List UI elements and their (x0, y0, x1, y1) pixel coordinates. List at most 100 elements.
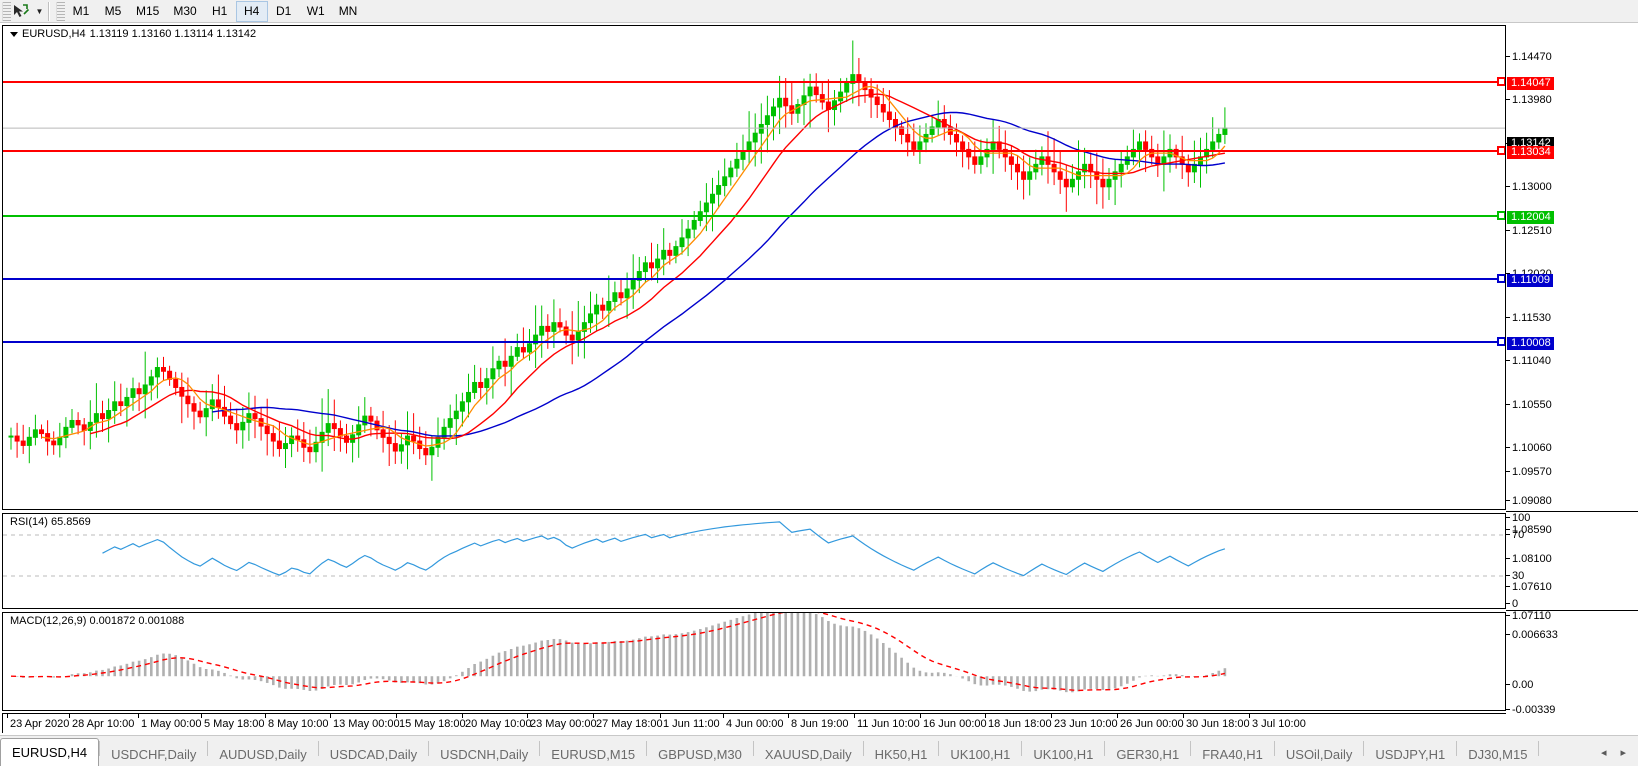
rsi-panel[interactable]: RSI(14) 65.8569 (2, 513, 1506, 609)
time-axis-label: 8 May 10:00 (268, 718, 329, 730)
price-panel[interactable]: EURUSD,H4 1.13119 1.13160 1.13114 1.1314… (2, 25, 1506, 510)
tab-scroll-right-icon[interactable]: ▸ (1620, 747, 1626, 759)
timeframe-button-h4[interactable]: H4 (235, 0, 268, 22)
candle-body (716, 185, 722, 195)
rsi-axis-tick: 30 (1506, 571, 1524, 582)
timeframe-button-h1[interactable]: H1 (212, 4, 228, 18)
timeframe-button-d1[interactable]: D1 (276, 4, 292, 18)
candle-body (447, 418, 453, 428)
chart-tab-hk50-h1[interactable]: HK50,H1 (874, 746, 928, 762)
rsi-svg (3, 521, 1505, 577)
price-axis-tick: 1.14470 (1506, 52, 1552, 63)
timeframe-button-m1[interactable]: M1 (72, 4, 90, 18)
candle-body (148, 376, 154, 386)
chart-tab-uk100-h1[interactable]: UK100,H1 (1033, 746, 1094, 762)
candle-body (667, 249, 673, 256)
candle-body (466, 391, 471, 403)
chart-tab-fra40-h1[interactable]: FRA40,H1 (1202, 746, 1263, 762)
chart-tab-usdcnh-daily[interactable]: USDCNH,Daily (440, 746, 529, 762)
candle-body (20, 440, 26, 446)
candle-body (539, 325, 545, 336)
tab-separator (99, 741, 101, 756)
price-tag-horizontal-line-red-upper[interactable]: 1.14047 (1507, 77, 1554, 90)
chart-tab-eurusd-m15[interactable]: EURUSD,M15 (551, 746, 636, 762)
candle-body (319, 431, 325, 443)
candle-body (368, 415, 374, 422)
price-axis[interactable]: 1.144701.139801.134901.130001.125101.120… (1506, 25, 1638, 716)
timeframe-drag-handle[interactable] (56, 1, 65, 21)
price-axis-tick: 1.13000 (1506, 182, 1552, 193)
tab-separator (539, 741, 541, 756)
candle-body (673, 246, 679, 256)
chart-tab-usdjpy-h1[interactable]: USDJPY,H1 (1375, 746, 1446, 762)
candle-body (874, 96, 880, 106)
candle-body (283, 443, 288, 450)
macd-plot[interactable] (3, 613, 1505, 710)
candle-body (234, 423, 240, 431)
candle-body (819, 94, 825, 103)
axis-divider-2 (1506, 610, 1638, 611)
candle-body (1021, 171, 1027, 180)
tab-separator (317, 741, 319, 756)
cursor-crosshair-icon[interactable] (11, 1, 33, 21)
tab-scroll-controls: ◂ ▸ (1601, 746, 1638, 766)
candle-body (411, 435, 417, 442)
timeframe-button-m15[interactable]: M15 (136, 4, 160, 18)
candle-body (136, 388, 142, 395)
candle-body (972, 156, 978, 165)
price-tag-horizontal-line-blue-lower[interactable]: 1.10008 (1507, 337, 1554, 350)
candle-body (197, 410, 203, 418)
time-axis-label: 3 Jul 10:00 (1252, 718, 1306, 730)
candle-body (441, 426, 447, 438)
chevron-down-icon[interactable]: ▼ (35, 6, 44, 16)
chart-tab-eurusd-h4[interactable]: EURUSD,H4 (0, 738, 100, 766)
price-axis-tick: 1.08590 (1506, 525, 1552, 536)
chart-tab-ger30-h1[interactable]: GER30,H1 (1116, 746, 1180, 762)
candle-body (398, 444, 404, 452)
candle-body (484, 378, 490, 388)
toolbar-drag-handle[interactable] (2, 1, 11, 21)
price-axis-tick: 1.07610 (1506, 582, 1552, 593)
price-plot[interactable] (3, 26, 1505, 509)
chart-tab-uk100-h1[interactable]: UK100,H1 (950, 746, 1011, 762)
price-tag-horizontal-line-red-lower[interactable]: 1.13034 (1507, 146, 1554, 159)
price-tag-horizontal-line-blue-upper[interactable]: 1.11009 (1507, 274, 1553, 287)
candle-body (710, 193, 715, 204)
price-tag-horizontal-line-green[interactable]: 1.12004 (1507, 211, 1554, 224)
time-axis[interactable]: 23 Apr 2020 28 Apr 10:00 1 May 00:00 5 May … (2, 713, 1506, 733)
triangle-down-icon[interactable] (10, 31, 18, 37)
macd-panel[interactable]: MACD(12,26,9) 0.001872 0.001088 (2, 612, 1506, 711)
chart-tab-usdcad-daily[interactable]: USDCAD,Daily (329, 746, 418, 762)
chart-tab-audusd-daily[interactable]: AUDUSD,Daily (219, 746, 307, 762)
candle-body (325, 423, 331, 433)
timeframe-button-m30[interactable]: M30 (173, 4, 197, 18)
rsi-label: RSI(14) 65.8569 (8, 516, 93, 528)
candle-body (960, 141, 966, 150)
candle-body (588, 313, 593, 324)
candle-body (1063, 178, 1069, 188)
candle-body (209, 399, 215, 410)
candle-body (32, 429, 38, 438)
candle-body (118, 401, 124, 407)
chart-tab-usdchf-daily[interactable]: USDCHF,Daily (111, 746, 197, 762)
candle-body (691, 219, 697, 230)
timeframe-button-m5[interactable]: M5 (104, 4, 122, 18)
chart-tab-dj30-m15[interactable]: DJ30,M15 (1468, 746, 1528, 762)
candle-body (472, 381, 478, 393)
chart-tab-usoil-daily[interactable]: USOil,Daily (1285, 746, 1353, 762)
candle-body (423, 448, 429, 456)
candle-body (1082, 163, 1088, 173)
candle-body (624, 288, 630, 299)
price-axis-tick: 1.10550 (1506, 400, 1552, 411)
timeframe-button-group: M1 M5 M15 M30 H1 H4 D1 W1 MN (65, 0, 364, 22)
tab-scroll-left-icon[interactable]: ◂ (1600, 747, 1607, 759)
rsi-plot[interactable] (3, 514, 1505, 608)
chart-tab-gbpusd-m30[interactable]: GBPUSD,M30 (658, 746, 742, 762)
time-axis-tickmark (1249, 714, 1250, 718)
candle-body (93, 413, 99, 423)
timeframe-button-mn[interactable]: MN (338, 4, 358, 18)
candle-body (551, 322, 557, 332)
chart-tab-xauusd-daily[interactable]: XAUUSD,Daily (764, 746, 852, 762)
candle-body (307, 446, 313, 453)
timeframe-button-w1[interactable]: W1 (306, 4, 325, 18)
